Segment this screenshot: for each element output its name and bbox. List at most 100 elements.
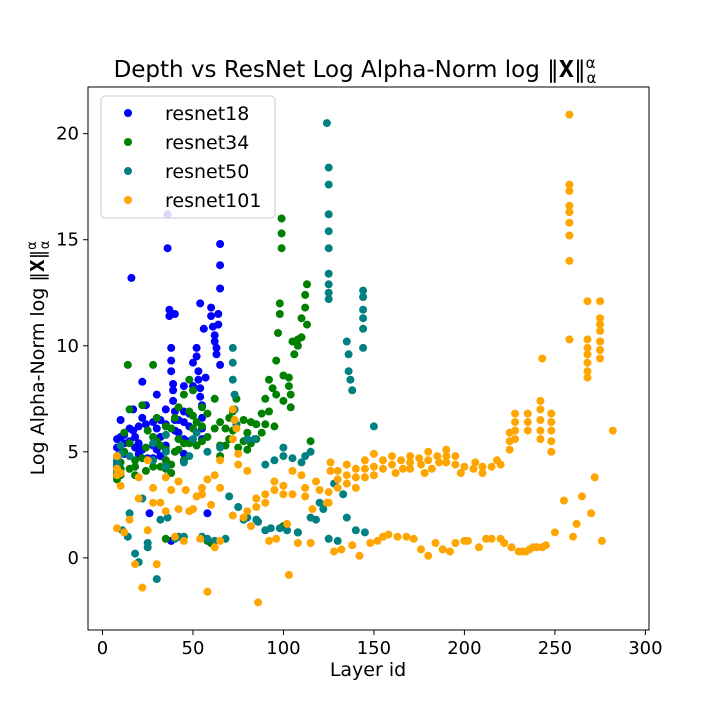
data-point-resnet101 xyxy=(261,498,270,507)
data-point-resnet34 xyxy=(156,441,165,450)
data-point-resnet50 xyxy=(243,435,252,444)
data-point-resnet101 xyxy=(228,405,237,414)
data-point-resnet34 xyxy=(123,360,132,369)
data-point-resnet101 xyxy=(597,536,606,545)
chart-title-sup: α xyxy=(586,54,596,72)
data-point-resnet101 xyxy=(583,358,592,367)
y-tick-label: 5 xyxy=(68,442,79,463)
data-point-resnet101 xyxy=(308,505,317,514)
data-point-resnet18 xyxy=(216,261,225,270)
data-point-resnet50 xyxy=(344,350,353,359)
legend-marker-resnet18 xyxy=(124,109,132,117)
data-point-resnet18 xyxy=(167,343,176,352)
data-point-resnet18 xyxy=(196,392,205,401)
data-point-resnet50 xyxy=(125,509,134,518)
data-point-resnet101 xyxy=(279,490,288,499)
data-point-resnet50 xyxy=(116,441,125,450)
data-point-resnet101 xyxy=(243,507,252,516)
data-point-resnet18 xyxy=(138,413,147,422)
data-point-resnet50 xyxy=(279,452,288,461)
legend-item-resnet50: resnet50 xyxy=(124,161,249,183)
data-point-resnet18 xyxy=(165,305,174,314)
data-point-resnet101 xyxy=(596,320,605,329)
data-point-resnet101 xyxy=(550,528,559,537)
data-point-resnet50 xyxy=(324,163,333,172)
data-point-resnet50 xyxy=(339,490,348,499)
data-point-resnet101 xyxy=(138,583,147,592)
data-point-resnet101 xyxy=(315,486,324,494)
x-tick-label: 50 xyxy=(182,638,205,659)
data-point-resnet34 xyxy=(277,214,286,223)
y-tick-label: 0 xyxy=(68,548,79,569)
data-point-resnet18 xyxy=(167,367,176,376)
data-point-resnet101 xyxy=(388,452,396,461)
data-point-resnet101 xyxy=(152,560,161,569)
data-point-resnet101 xyxy=(167,486,176,494)
data-point-resnet18 xyxy=(214,320,223,329)
x-tick-label: 150 xyxy=(357,638,391,659)
data-point-resnet101 xyxy=(312,477,320,486)
data-point-resnet34 xyxy=(257,428,266,437)
data-point-resnet18 xyxy=(198,413,206,422)
data-point-resnet34 xyxy=(284,373,293,382)
data-point-resnet101 xyxy=(608,426,617,435)
data-point-resnet34 xyxy=(198,403,206,412)
data-point-resnet18 xyxy=(169,380,178,388)
data-point-resnet34 xyxy=(210,394,219,403)
data-point-resnet34 xyxy=(265,407,273,416)
data-point-resnet101 xyxy=(565,335,574,344)
data-point-resnet18 xyxy=(203,509,212,518)
data-point-resnet34 xyxy=(252,420,261,429)
data-point-resnet101 xyxy=(210,543,219,552)
data-point-resnet101 xyxy=(596,346,605,354)
data-point-resnet34 xyxy=(198,422,206,431)
data-point-resnet34 xyxy=(234,443,243,452)
data-point-resnet101 xyxy=(496,460,505,469)
data-point-resnet101 xyxy=(478,462,487,471)
data-point-resnet50 xyxy=(346,375,355,384)
data-point-resnet101 xyxy=(433,452,442,461)
legend: resnet18 resnet34 resnet50 resnet101 xyxy=(100,95,276,219)
data-point-resnet101 xyxy=(284,570,293,579)
x-tick-label: 100 xyxy=(266,638,300,659)
data-point-resnet101 xyxy=(113,452,121,461)
data-point-resnet101 xyxy=(402,532,411,541)
data-point-resnet101 xyxy=(424,456,433,465)
data-point-resnet101 xyxy=(156,498,165,507)
data-point-resnet18 xyxy=(174,428,183,437)
data-point-resnet34 xyxy=(141,466,150,475)
data-point-resnet18 xyxy=(214,310,223,318)
data-point-resnet101 xyxy=(297,471,306,480)
data-point-resnet50 xyxy=(324,269,333,278)
data-point-resnet50 xyxy=(149,439,158,448)
data-point-resnet50 xyxy=(189,435,197,444)
data-point-resnet101 xyxy=(360,473,369,482)
data-point-resnet34 xyxy=(286,403,295,412)
data-point-resnet50 xyxy=(192,428,201,437)
data-point-resnet101 xyxy=(590,473,599,482)
data-point-resnet34 xyxy=(261,394,270,403)
data-point-resnet101 xyxy=(210,471,219,480)
data-point-resnet18 xyxy=(169,396,178,405)
data-point-resnet101 xyxy=(583,350,592,359)
data-point-resnet50 xyxy=(275,524,284,533)
data-point-resnet101 xyxy=(523,418,532,427)
data-point-resnet34 xyxy=(131,456,140,465)
data-point-resnet101 xyxy=(288,490,297,499)
data-point-resnet34 xyxy=(185,375,194,384)
data-point-resnet34 xyxy=(149,462,158,471)
data-point-resnet18 xyxy=(161,405,170,414)
data-point-resnet101 xyxy=(216,483,225,492)
data-point-resnet34 xyxy=(293,341,302,350)
data-point-resnet101 xyxy=(547,447,556,456)
data-point-resnet50 xyxy=(230,390,239,399)
data-point-resnet101 xyxy=(469,464,478,473)
data-point-resnet101 xyxy=(134,473,143,482)
data-point-resnet101 xyxy=(536,396,545,405)
data-point-resnet34 xyxy=(272,390,281,399)
data-point-resnet101 xyxy=(424,551,433,560)
data-point-resnet101 xyxy=(565,231,574,240)
data-point-resnet50 xyxy=(324,244,333,253)
data-point-resnet101 xyxy=(181,486,190,494)
data-point-resnet34 xyxy=(167,469,176,477)
